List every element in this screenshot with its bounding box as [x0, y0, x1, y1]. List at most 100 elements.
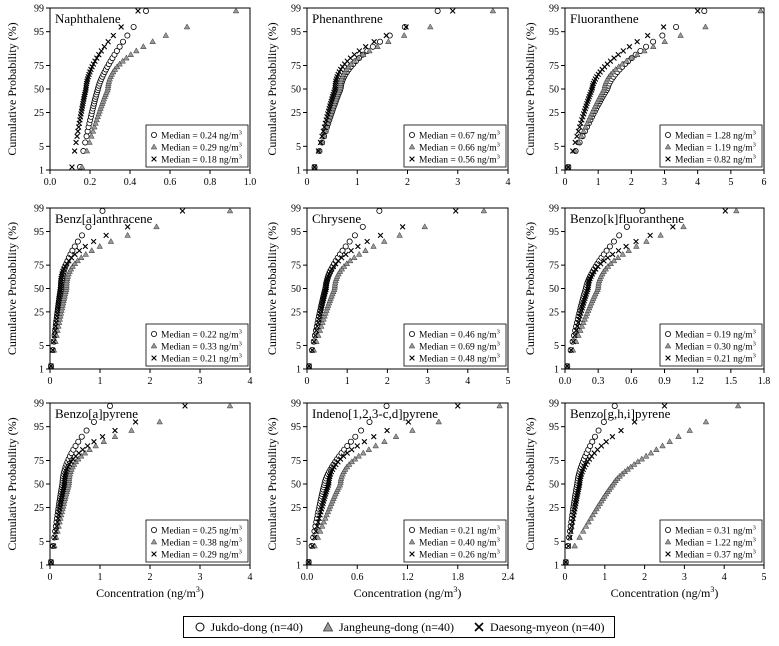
y-tick-label: 5	[39, 341, 44, 352]
data-point	[642, 452, 650, 459]
y-tick-label: 75	[34, 61, 44, 72]
data-point	[338, 254, 345, 261]
data-point	[585, 116, 592, 123]
data-point	[366, 418, 373, 425]
median-box	[403, 519, 507, 563]
data-point	[120, 38, 127, 45]
data-point	[614, 254, 622, 261]
y-tick-label: 99	[291, 399, 301, 410]
y-tick-label: 5	[296, 537, 301, 548]
x-tick-label: 3	[198, 376, 203, 387]
median-box	[659, 124, 763, 168]
data-point	[63, 260, 70, 267]
data-point	[71, 260, 79, 267]
data-point	[686, 427, 693, 433]
y-tick-label: 1	[554, 365, 559, 376]
data-point	[48, 363, 54, 369]
data-point	[74, 133, 80, 140]
data-point	[324, 508, 332, 515]
data-point	[580, 127, 587, 134]
data-point	[573, 327, 579, 334]
chart-title: Naphthalene	[55, 11, 121, 26]
data-point	[91, 438, 97, 445]
data-series	[69, 8, 141, 170]
data-point	[384, 427, 390, 434]
data-point	[564, 363, 570, 369]
data-point	[83, 85, 89, 91]
data-point	[90, 238, 97, 245]
data-point	[116, 43, 123, 50]
x-tick-label: 1	[345, 376, 350, 387]
chart-panel: 1 5 25 50 75 95 99 0.0 0.3 0.6 0.9 1.2 1.5 1.8 Benzo[k…	[523, 204, 770, 388]
median-marker	[151, 156, 157, 162]
median-marker	[665, 156, 671, 162]
data-point	[372, 442, 379, 449]
data-point	[600, 418, 607, 425]
data-point	[111, 433, 119, 439]
data-point	[351, 455, 359, 462]
x-tick-label: 0.6	[351, 572, 364, 583]
median-label: Median = 0.46 ng/m3	[419, 329, 500, 341]
x-tick-label: 4	[248, 572, 253, 583]
y-tick-label: 50	[549, 284, 559, 295]
data-point	[359, 223, 366, 230]
data-point	[610, 238, 617, 245]
data-point	[653, 446, 660, 452]
data-point	[611, 55, 617, 61]
data-point	[400, 32, 408, 38]
data-point	[362, 43, 369, 50]
x-tick-label: 0	[563, 177, 568, 188]
data-point	[74, 238, 81, 245]
data-point	[93, 116, 100, 123]
x-tick-label: 3	[425, 376, 430, 387]
data-point	[82, 243, 89, 250]
data-series	[311, 8, 456, 170]
y-tick-label: 95	[291, 422, 301, 433]
data-point	[350, 254, 358, 261]
data-point	[572, 332, 578, 339]
data-point	[100, 438, 108, 444]
data-point	[226, 207, 234, 214]
chart-title: Benzo[g,h,i]pyrene	[570, 406, 671, 421]
data-point	[107, 238, 115, 244]
data-point	[634, 38, 640, 45]
data-point	[107, 402, 114, 409]
data-point	[575, 128, 582, 135]
data-point	[582, 312, 590, 319]
data-point	[351, 57, 358, 64]
y-tick-label: 99	[291, 4, 301, 15]
data-point	[571, 542, 578, 549]
data-point	[360, 51, 367, 57]
data-series	[562, 402, 742, 565]
data-point	[650, 43, 657, 49]
median-marker	[665, 355, 671, 361]
data-point	[570, 338, 577, 345]
y-tick-label: 5	[39, 142, 44, 153]
x-axis-label: Concentration (ng/m3)	[96, 585, 204, 600]
data-point	[326, 480, 332, 486]
chart-title: Benzo[a]pyrene	[55, 406, 138, 421]
data-point	[312, 332, 319, 339]
x-tick-label: 0	[563, 572, 568, 583]
x-tick-label: 4	[722, 572, 727, 583]
y-tick-label: 25	[549, 503, 559, 514]
data-point	[565, 164, 572, 170]
data-point	[351, 51, 358, 58]
data-point	[583, 461, 589, 468]
data-point	[385, 38, 392, 44]
y-tick-label: 50	[291, 284, 301, 295]
data-point	[355, 250, 363, 257]
y-tick-label: 25	[34, 307, 44, 318]
median-marker	[408, 131, 415, 138]
data-series	[565, 7, 764, 170]
y-tick-label: 1	[554, 166, 559, 177]
data-point	[322, 514, 329, 521]
data-point	[99, 207, 106, 214]
data-point	[61, 480, 68, 486]
median-label: Median = 0.21 ng/m3	[161, 353, 242, 365]
median-label: Median = 0.37 ng/m3	[675, 549, 756, 561]
data-point	[53, 523, 60, 530]
x-tick-label: 0.0	[301, 572, 314, 583]
y-tick-label: 5	[296, 341, 301, 352]
data-series	[565, 8, 701, 170]
